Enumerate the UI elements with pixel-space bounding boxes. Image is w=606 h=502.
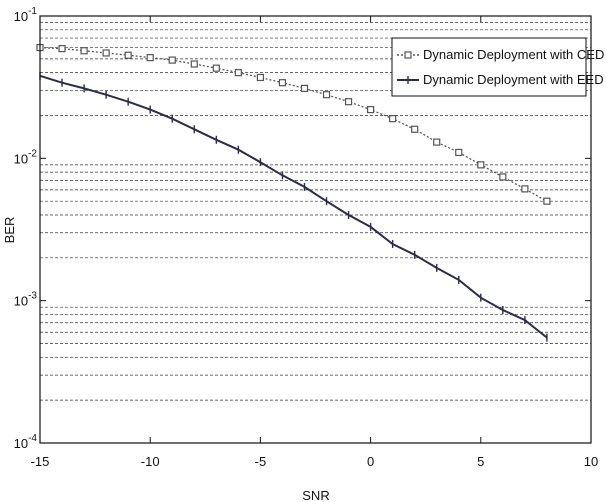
series-line-1: [39, 74, 548, 339]
series-layer: [36, 43, 551, 342]
grid-layer: [40, 22, 591, 401]
legend-box: [391, 37, 587, 97]
series-0-point: [322, 91, 331, 99]
series-line-0: [39, 46, 548, 202]
x-tick-label: -10: [141, 454, 160, 469]
series-0-point: [278, 79, 287, 87]
y-tick-label: 10-1: [14, 6, 38, 24]
series-0-point: [102, 49, 110, 57]
series-0-point: [367, 105, 375, 114]
y-axis-title: BER: [2, 217, 17, 244]
x-tick-label: -15: [31, 454, 50, 469]
series-0-point: [168, 56, 176, 64]
series-0-point: [455, 148, 463, 157]
y-tick-label: 10-2: [14, 148, 38, 166]
series-0-point: [433, 138, 441, 146]
x-axis-title: SNR: [302, 488, 329, 502]
tick-layer: 10-4 10-3 10-2 10-1 -15 -10 -5 0 5 10: [14, 6, 599, 469]
series-0-point: [124, 51, 132, 59]
y-tick-label: 10-3: [14, 291, 38, 309]
legend-label-ced: Dynamic Deployment with CED: [423, 47, 604, 62]
series-0-point: [300, 84, 309, 92]
series-0-point: [212, 64, 220, 72]
series-0-point: [477, 161, 485, 169]
series-0-point: [234, 69, 242, 77]
x-tick-label: 5: [477, 454, 484, 469]
plot-frame: [39, 15, 592, 444]
x-tick-label: 0: [367, 454, 374, 469]
legend: Dynamic Deployment with CED Dynamic Depl…: [391, 37, 604, 97]
series-0-point: [344, 98, 353, 106]
legend-label-eed: Dynamic Deployment with EED: [423, 72, 604, 87]
x-tick-label: -5: [255, 454, 267, 469]
series-0-point: [543, 197, 551, 205]
series-0-point: [411, 125, 419, 133]
series-0-point: [389, 115, 397, 123]
y-tick-label: 10-4: [14, 433, 38, 451]
series-0-point: [80, 47, 88, 55]
series-0-point: [146, 54, 154, 62]
legend-marker-ced: [404, 51, 412, 59]
series-0-point: [499, 173, 507, 181]
series-0-point: [58, 45, 66, 53]
series-0-point: [521, 185, 529, 193]
series-0-point: [190, 60, 198, 68]
series-0-point: [256, 73, 264, 82]
x-tick-label: 10: [584, 454, 598, 469]
